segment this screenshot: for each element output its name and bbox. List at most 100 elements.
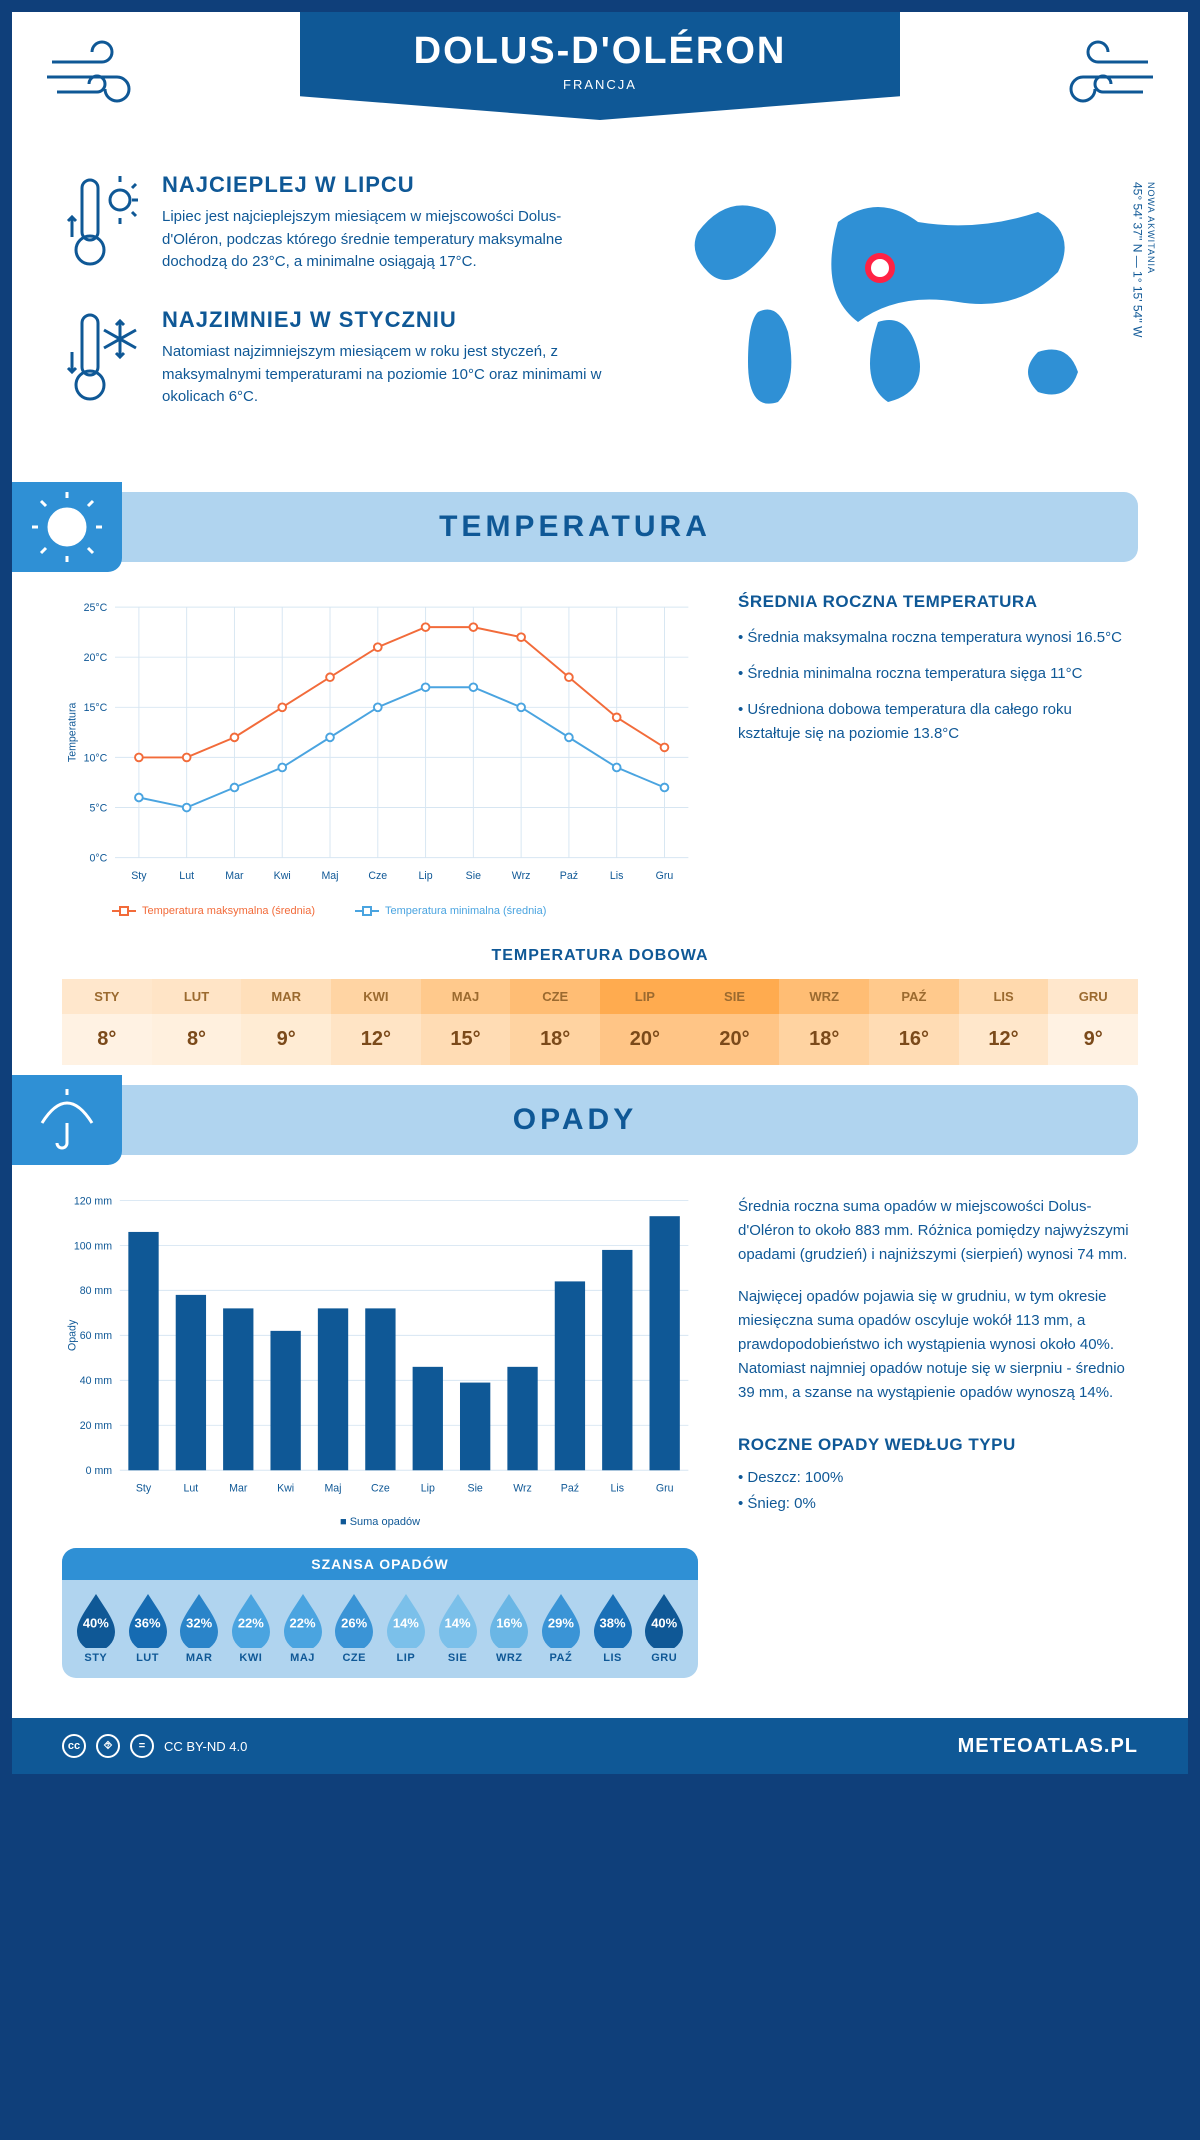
cc-icon: cc [62,1734,86,1758]
precipitation-chance-box: SZANSA OPADÓW 40% STY 36% LUT 32% MAR 22… [62,1548,698,1678]
svg-text:Temperatura: Temperatura [66,703,78,763]
precip-type-item: Deszcz: 100% [738,1465,1138,1491]
daily-temp-cell: MAJ 15° [421,979,511,1065]
temp-summary-title: ŚREDNIA ROCZNA TEMPERATURA [738,592,1138,612]
warmest-fact: NAJCIEPLEJ W LIPCU Lipiec jest najcieple… [62,172,618,277]
precip-para-1: Średnia roczna suma opadów w miejscowośc… [738,1195,1138,1267]
precip-type-item: Śnieg: 0% [738,1491,1138,1517]
chance-drop: 16% WRZ [483,1592,535,1664]
world-map-icon [658,172,1138,432]
temperature-line-chart: 0°C5°C10°C15°C20°C25°CStyLutMarKwiMajCze… [62,592,698,917]
coords-label: 45° 54' 37'' N — 1° 15' 54'' W [1130,182,1144,337]
svg-text:20 mm: 20 mm [80,1420,113,1432]
daily-temp-cell: LUT 8° [152,979,242,1065]
legend-min: Temperatura minimalna (średnia) [385,905,546,917]
precipitation-title: OPADY [513,1103,637,1137]
precip-legend: Suma opadów [62,1510,698,1528]
world-map-box: NOWA AKWITANIA 45° 54' 37'' N — 1° 15' 5… [658,172,1138,442]
svg-text:15°C: 15°C [84,702,108,714]
svg-text:Mar: Mar [225,870,244,882]
umbrella-icon [12,1075,122,1165]
svg-text:25°C: 25°C [84,602,108,614]
intro-section: NAJCIEPLEJ W LIPCU Lipiec jest najcieple… [12,172,1188,472]
svg-text:Lis: Lis [610,870,624,882]
svg-text:Lip: Lip [419,870,433,882]
warmest-title: NAJCIEPLEJ W LIPCU [162,172,618,198]
svg-text:Mar: Mar [229,1482,248,1494]
daily-temp-cell: STY 8° [62,979,152,1065]
temperature-title: TEMPERATURA [439,510,711,544]
svg-text:Opady: Opady [66,1319,78,1351]
region-label: NOWA AKWITANIA [1144,182,1156,337]
svg-text:Sie: Sie [466,870,481,882]
chance-drop: 26% CZE [328,1592,380,1664]
daily-temp-table: STY 8°LUT 8°MAR 9°KWI 12°MAJ 15°CZE 18°L… [62,979,1138,1065]
svg-text:20°C: 20°C [84,652,108,664]
chance-drop: 32% MAR [173,1592,225,1664]
svg-text:Paź: Paź [560,870,578,882]
daily-temp-title: TEMPERATURA DOBOWA [12,947,1188,965]
coldest-title: NAJZIMNIEJ W STYCZNIU [162,307,618,333]
daily-temp-cell: CZE 18° [510,979,600,1065]
wind-icon [42,32,162,117]
temp-summary-item: Średnia maksymalna roczna temperatura wy… [738,626,1138,650]
svg-text:Wrz: Wrz [512,870,531,882]
precip-para-2: Najwięcej opadów pojawia się w grudniu, … [738,1285,1138,1405]
svg-text:Cze: Cze [371,1482,390,1494]
chance-drop: 22% KWI [225,1592,277,1664]
by-icon: ⯑ [96,1734,120,1758]
temperature-summary: ŚREDNIA ROCZNA TEMPERATURA Średnia maksy… [738,592,1138,917]
sun-icon [12,482,122,572]
svg-text:0 mm: 0 mm [86,1465,113,1477]
svg-text:10°C: 10°C [84,752,108,764]
svg-text:100 mm: 100 mm [74,1240,112,1252]
precipitation-bar-chart: 0 mm20 mm40 mm60 mm80 mm100 mm120 mmOpad… [62,1185,698,1528]
svg-text:40 mm: 40 mm [80,1375,113,1387]
svg-text:Lut: Lut [179,870,194,882]
location-title: DOLUS-D'OLÉRON [300,30,900,73]
svg-text:Lut: Lut [184,1482,199,1494]
legend-max: Temperatura maksymalna (średnia) [142,905,315,917]
chance-drop: 14% LIP [380,1592,432,1664]
precip-type-title: ROCZNE OPADY WEDŁUG TYPU [738,1435,1138,1455]
title-banner: DOLUS-D'OLÉRON FRANCJA [300,12,900,120]
svg-text:Kwi: Kwi [277,1482,294,1494]
temp-chart-legend: Temperatura maksymalna (średnia) Tempera… [62,897,698,917]
infographic-page: DOLUS-D'OLÉRON FRANCJA [12,12,1188,1774]
svg-text:Maj: Maj [321,870,338,882]
chance-drop: 40% GRU [638,1592,690,1664]
warmest-text: Lipiec jest najcieplejszym miesiącem w m… [162,206,618,274]
svg-text:Kwi: Kwi [274,870,291,882]
temp-summary-item: Uśredniona dobowa temperatura dla całego… [738,698,1138,746]
svg-text:Sie: Sie [468,1482,483,1494]
daily-temp-cell: LIP 20° [600,979,690,1065]
svg-text:Lis: Lis [611,1482,625,1494]
daily-temp-cell: GRU 9° [1048,979,1138,1065]
svg-text:Sty: Sty [131,870,147,882]
thermometer-hot-icon [62,172,142,277]
svg-text:Gru: Gru [656,1482,674,1494]
svg-text:60 mm: 60 mm [80,1330,113,1342]
coordinates: NOWA AKWITANIA 45° 54' 37'' N — 1° 15' 5… [1129,182,1156,337]
daily-temp-cell: KWI 12° [331,979,421,1065]
license-info: cc ⯑ = CC BY-ND 4.0 [62,1734,247,1758]
chance-drop: 40% STY [70,1592,122,1664]
daily-temp-cell: LIS 12° [959,979,1049,1065]
footer: cc ⯑ = CC BY-ND 4.0 METEOATLAS.PL [12,1718,1188,1774]
chance-drop: 14% SIE [432,1592,484,1664]
chance-drop: 22% MAJ [277,1592,329,1664]
country-subtitle: FRANCJA [300,77,900,92]
svg-text:120 mm: 120 mm [74,1195,112,1207]
svg-text:5°C: 5°C [90,802,108,814]
thermometer-cold-icon [62,307,142,412]
nd-icon: = [130,1734,154,1758]
precipitation-summary: Średnia roczna suma opadów w miejscowośc… [738,1185,1138,1678]
svg-text:Lip: Lip [421,1482,435,1494]
daily-temp-cell: WRZ 18° [779,979,869,1065]
daily-temp-cell: SIE 20° [690,979,780,1065]
coldest-text: Natomiast najzimniejszym miesiącem w rok… [162,341,618,409]
header: DOLUS-D'OLÉRON FRANCJA [12,12,1188,172]
license-text: CC BY-ND 4.0 [164,1739,247,1754]
precipitation-section-header: OPADY [12,1085,1138,1155]
svg-text:Sty: Sty [136,1482,152,1494]
